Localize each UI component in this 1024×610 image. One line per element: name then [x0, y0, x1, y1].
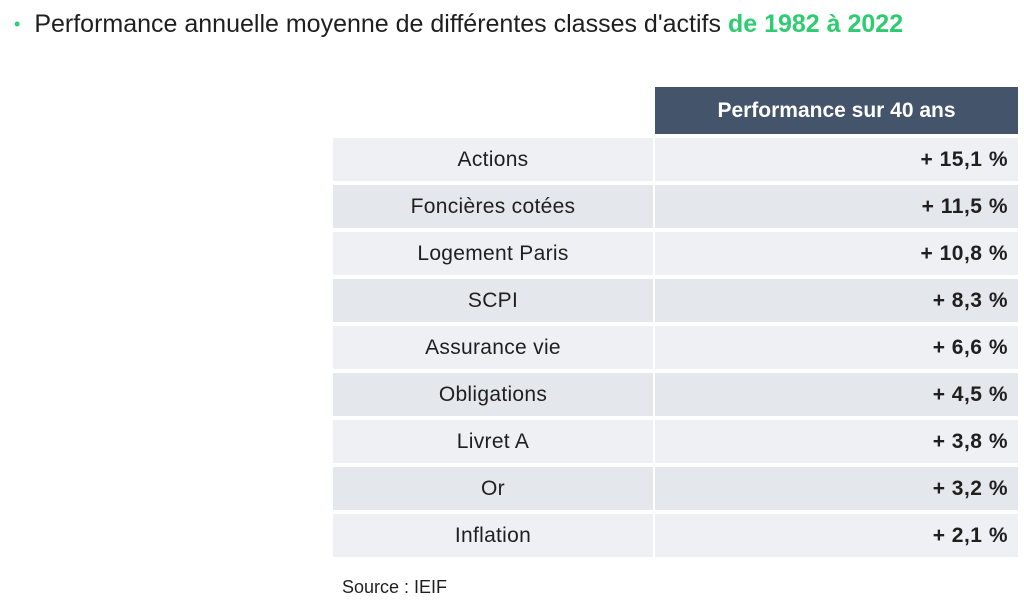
performance-value: + 15,1 %	[920, 147, 1008, 171]
performance-value: + 6,6 %	[932, 335, 1008, 359]
asset-class-name: SCPI	[333, 279, 655, 322]
table-row: Or + 3,2 %	[333, 467, 1018, 510]
table-row: Livret A + 3,8 %	[333, 420, 1018, 463]
table-row: Obligations + 4,5 %	[333, 373, 1018, 416]
performance-value: + 10,8 %	[920, 241, 1008, 265]
table-row: Assurance vie + 6,6 %	[333, 326, 1018, 369]
title-text: Performance annuelle moyenne de différen…	[34, 9, 721, 38]
table-row: Foncières cotées + 11,5 %	[333, 185, 1018, 228]
asset-class-name: Or	[333, 467, 655, 510]
column-header-performance: Performance sur 40 ans	[655, 87, 1018, 134]
title-period: de 1982 à 2022	[727, 9, 904, 38]
table-header-row: Performance sur 40 ans	[333, 87, 1018, 134]
performance-value: + 3,8 %	[932, 429, 1008, 453]
asset-class-name: Obligations	[333, 373, 655, 416]
table-row: Logement Paris + 10,8 %	[333, 232, 1018, 275]
performance-value: + 11,5 %	[921, 194, 1008, 218]
performance-value: + 2,1 %	[932, 523, 1008, 547]
bullet-icon: •	[14, 14, 21, 34]
table-row: Inflation + 2,1 %	[333, 514, 1018, 557]
asset-class-name: Logement Paris	[333, 232, 655, 275]
slide-title: • Performance annuelle moyenne de différ…	[14, 7, 903, 41]
table-row: SCPI + 8,3 %	[333, 279, 1018, 322]
table-row: Actions + 15,1 %	[333, 138, 1018, 181]
source-note: Source : IEIF	[342, 577, 448, 597]
asset-class-name: Livret A	[333, 420, 655, 463]
asset-class-name: Inflation	[333, 514, 655, 557]
performance-value: + 8,3 %	[932, 288, 1008, 312]
performance-value: + 4,5 %	[932, 382, 1008, 406]
performance-table: Performance sur 40 ans Actions + 15,1 % Fo…	[333, 87, 1018, 561]
asset-class-name: Actions	[333, 138, 655, 181]
performance-value: + 3,2 %	[932, 476, 1008, 500]
asset-class-name: Assurance vie	[333, 326, 655, 369]
asset-class-name: Foncières cotées	[333, 185, 655, 228]
header-empty-cell	[333, 87, 655, 134]
table-body: Actions + 15,1 % Foncières cotées + 11,5 % L…	[333, 138, 1018, 557]
